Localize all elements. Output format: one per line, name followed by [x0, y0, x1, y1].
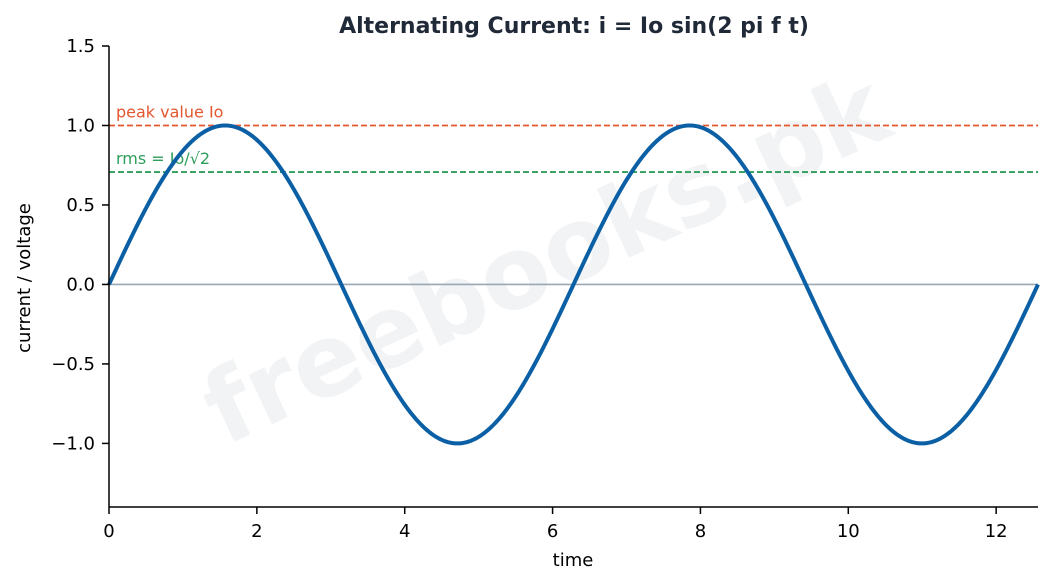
- reference-line-label: peak value Io: [116, 102, 223, 121]
- axes: 0 2 4 6 8 10 12 1.5 1.0 0.5 0.0 −0.5 −1.0: [51, 36, 1038, 542]
- x-tick-label: 2: [251, 521, 262, 542]
- x-axis-label: time: [553, 550, 594, 571]
- x-tick-label: 0: [103, 521, 114, 542]
- reference-line-label: rms = Io/√2: [116, 149, 210, 168]
- watermark-text: freebooks.pk: [186, 48, 908, 468]
- reference-lines: peak value Io rms = Io/√2: [109, 102, 1038, 286]
- x-tick-label: 12: [985, 521, 1008, 542]
- x-tick-label: 6: [547, 521, 558, 542]
- y-axis-label: current / voltage: [14, 203, 35, 353]
- y-tick-label: 1.5: [66, 36, 95, 57]
- x-tick-label: 4: [399, 521, 410, 542]
- y-tick-label: 1.0: [66, 115, 95, 136]
- x-tick-label: 8: [695, 521, 706, 542]
- x-tick-label: 10: [837, 521, 860, 542]
- y-tick-label: 0.0: [66, 274, 95, 295]
- series-line: [107, 123, 1040, 446]
- y-tick-label: −1.0: [51, 433, 95, 454]
- y-tick-label: 0.5: [66, 195, 95, 216]
- series-layer: [107, 123, 1040, 446]
- y-tick-label: −0.5: [51, 354, 95, 375]
- chart-title: Alternating Current: i = Io sin(2 pi f t…: [339, 14, 809, 39]
